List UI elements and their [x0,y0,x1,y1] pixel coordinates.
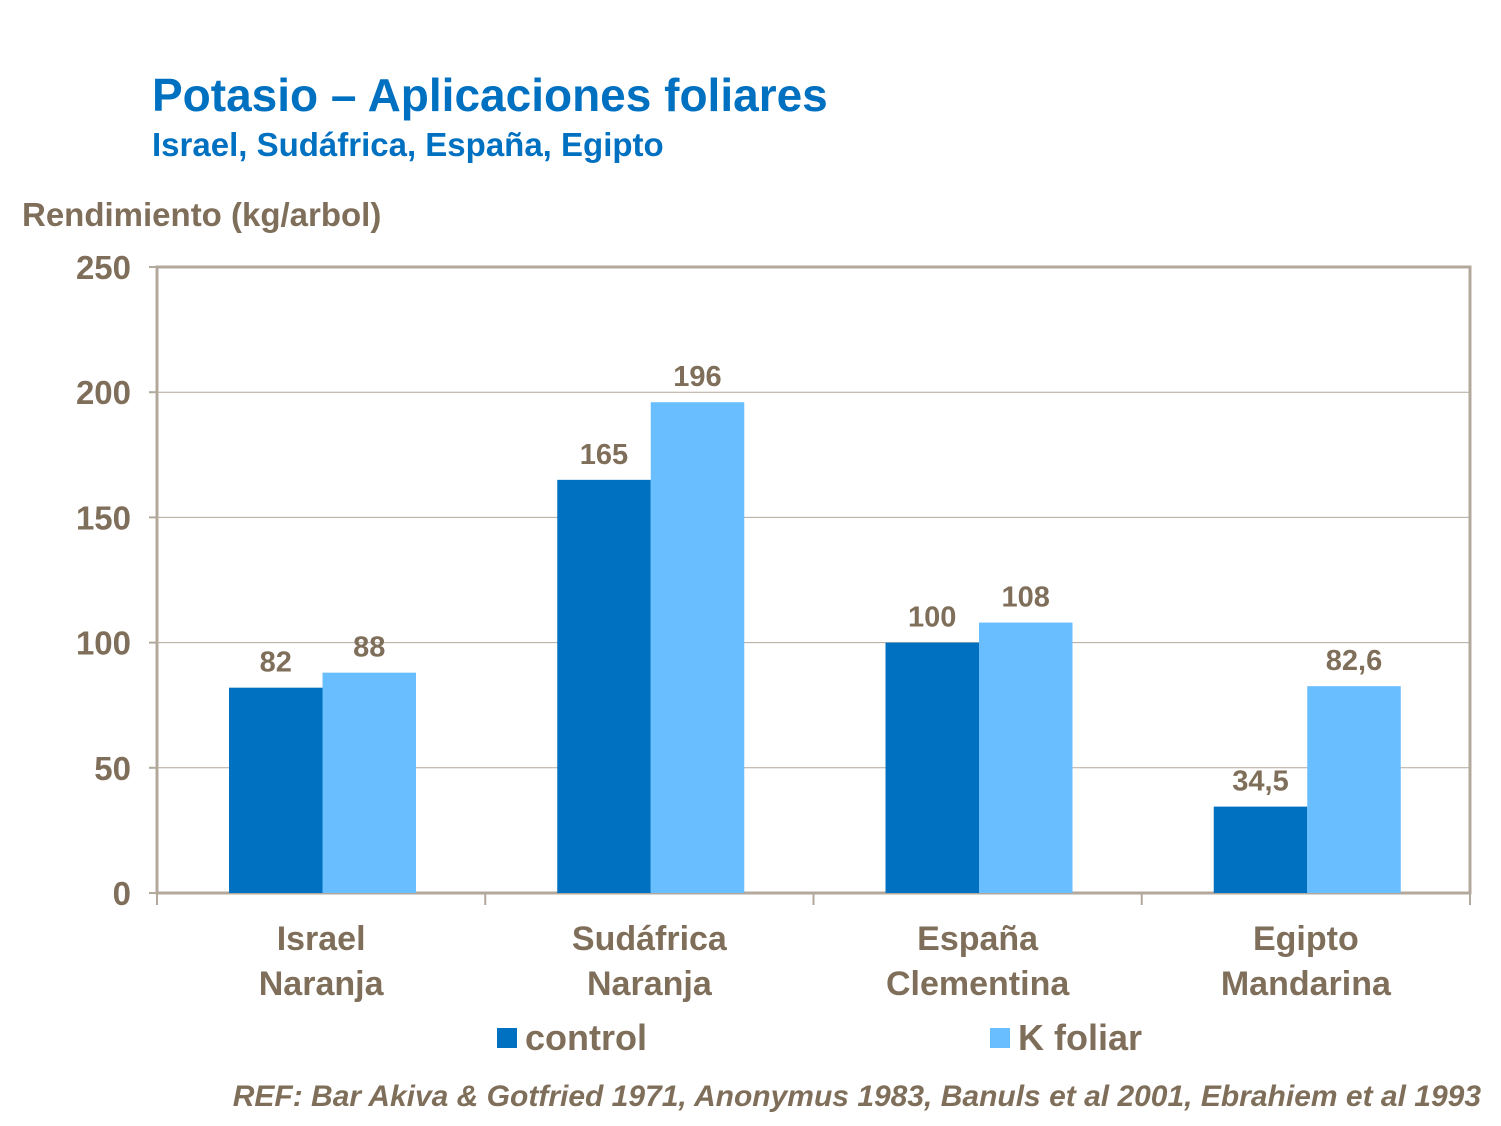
x-tick-label: Clementina [886,965,1070,1003]
x-tick-label: Naranja [259,965,385,1003]
x-tick-label: Naranja [587,965,713,1003]
chart-title: Potasio – Aplicaciones foliares [152,69,828,121]
bar-k-foliar [650,402,745,893]
reference-note: REF: Bar Akiva & Gotfried 1971, Anonymus… [232,1080,1481,1113]
bar-control [557,479,651,893]
y-tick-label: 50 [94,750,131,787]
y-tick-label: 200 [76,374,131,411]
legend-swatch [497,1028,517,1048]
x-tick-label: Egipto [1253,920,1359,958]
y-tick-label: 0 [113,875,131,912]
legend-swatch [990,1028,1010,1048]
chart-subtitle: Israel, Sudáfrica, España, Egipto [152,126,664,163]
data-label: 82,6 [1326,645,1382,677]
data-label: 100 [908,602,956,634]
y-tick-label: 250 [76,249,131,286]
bar-control [885,642,979,893]
x-tick-label: Sudáfrica [572,920,728,958]
data-label: 196 [673,361,721,393]
bar-control [229,687,323,893]
legend-label: control [525,1017,647,1058]
data-label: 108 [1002,582,1050,614]
y-tick-label: 150 [76,499,131,536]
y-axis-label: Rendimiento (kg/arbol) [22,196,382,233]
x-tick-label: Mandarina [1221,965,1392,1003]
data-label: 165 [580,439,628,471]
bar-k-foliar [979,622,1073,893]
data-label: 88 [353,632,385,664]
x-tick-label: España [917,920,1039,958]
bar-k-foliar [322,672,416,893]
x-tick-label: Israel [277,920,366,958]
bar-control [1213,806,1308,893]
data-label: 82 [260,647,292,679]
bar-k-foliar [1307,686,1401,893]
legend-label: K foliar [1018,1017,1142,1058]
y-tick-label: 100 [76,625,131,662]
data-label: 34,5 [1232,766,1288,798]
